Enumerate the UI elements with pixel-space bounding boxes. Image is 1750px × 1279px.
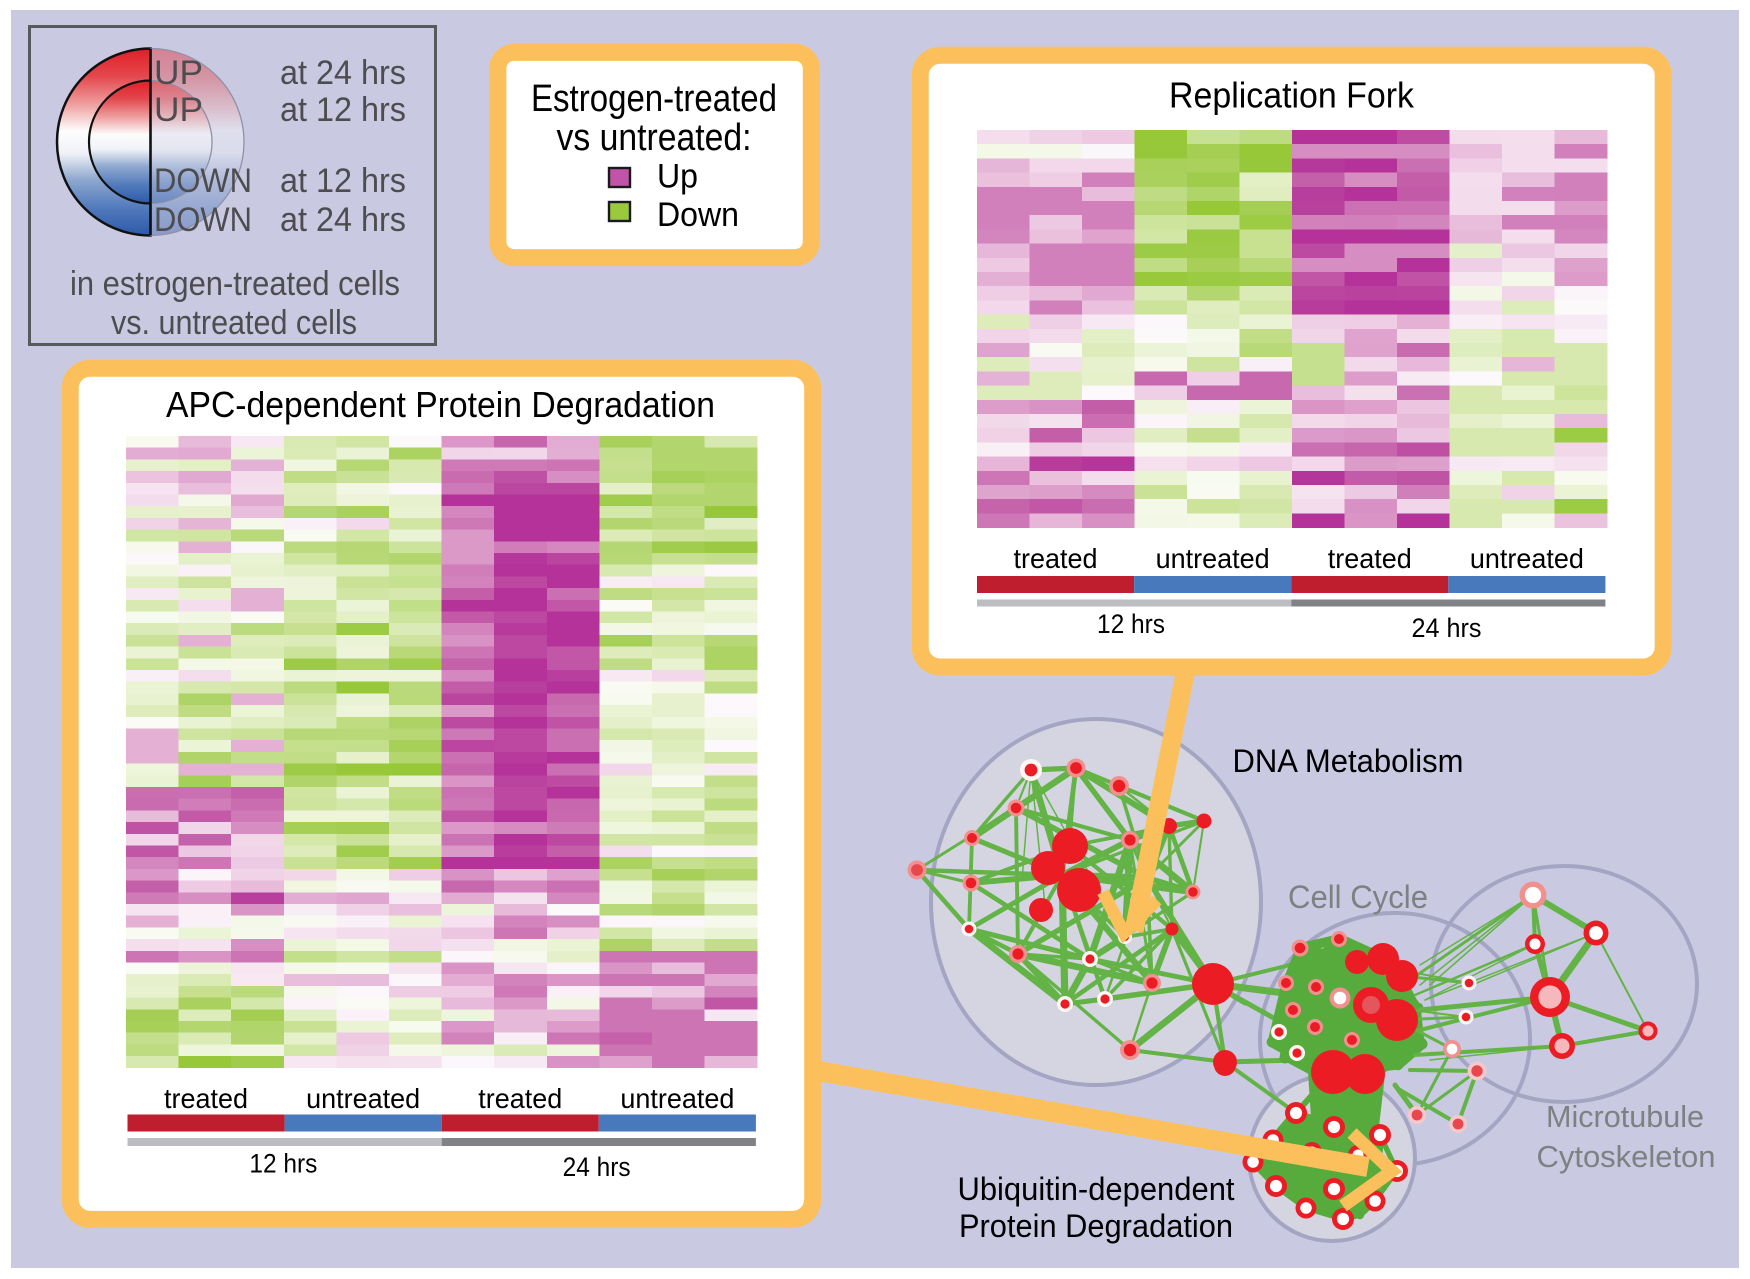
svg-text:Cytoskeleton: Cytoskeleton bbox=[1537, 1139, 1716, 1174]
svg-text:untreated: untreated bbox=[620, 1083, 734, 1114]
svg-text:UP: UP bbox=[154, 91, 203, 129]
svg-text:DOWN: DOWN bbox=[154, 162, 252, 200]
svg-text:at 24 hrs: at 24 hrs bbox=[280, 54, 406, 92]
svg-text:Estrogen-treated: Estrogen-treated bbox=[531, 78, 777, 120]
svg-text:Up: Up bbox=[657, 158, 698, 196]
svg-text:at 12 hrs: at 12 hrs bbox=[280, 91, 406, 129]
svg-text:vs untreated:: vs untreated: bbox=[557, 117, 752, 159]
svg-text:at 24 hrs: at 24 hrs bbox=[280, 201, 406, 239]
svg-text:at 12 hrs: at 12 hrs bbox=[280, 162, 406, 200]
svg-text:24 hrs: 24 hrs bbox=[563, 1152, 631, 1182]
svg-text:treated: treated bbox=[164, 1083, 248, 1114]
svg-text:treated: treated bbox=[1014, 543, 1098, 574]
svg-text:Down: Down bbox=[657, 196, 739, 234]
svg-text:Replication Fork: Replication Fork bbox=[1169, 75, 1415, 116]
svg-text:APC-dependent Protein Degradat: APC-dependent Protein Degradation bbox=[166, 384, 715, 425]
svg-text:24 hrs: 24 hrs bbox=[1412, 613, 1482, 643]
svg-text:treated: treated bbox=[1328, 543, 1412, 574]
svg-text:12 hrs: 12 hrs bbox=[249, 1149, 317, 1179]
svg-text:in estrogen-treated cells: in estrogen-treated cells bbox=[70, 265, 400, 303]
svg-text:12 hrs: 12 hrs bbox=[1097, 609, 1165, 639]
svg-text:Protein Degradation: Protein Degradation bbox=[959, 1208, 1233, 1244]
svg-text:Ubiquitin-dependent: Ubiquitin-dependent bbox=[958, 1171, 1235, 1207]
svg-text:treated: treated bbox=[478, 1083, 562, 1114]
svg-text:untreated: untreated bbox=[306, 1083, 420, 1114]
svg-text:Microtubule: Microtubule bbox=[1546, 1099, 1704, 1134]
svg-text:DNA Metabolism: DNA Metabolism bbox=[1233, 743, 1464, 779]
svg-text:Cell Cycle: Cell Cycle bbox=[1288, 879, 1428, 915]
svg-text:vs. untreated cells: vs. untreated cells bbox=[111, 304, 357, 342]
svg-text:DOWN: DOWN bbox=[154, 201, 252, 239]
svg-text:UP: UP bbox=[154, 54, 203, 92]
svg-text:untreated: untreated bbox=[1156, 543, 1270, 574]
svg-text:untreated: untreated bbox=[1470, 543, 1584, 574]
